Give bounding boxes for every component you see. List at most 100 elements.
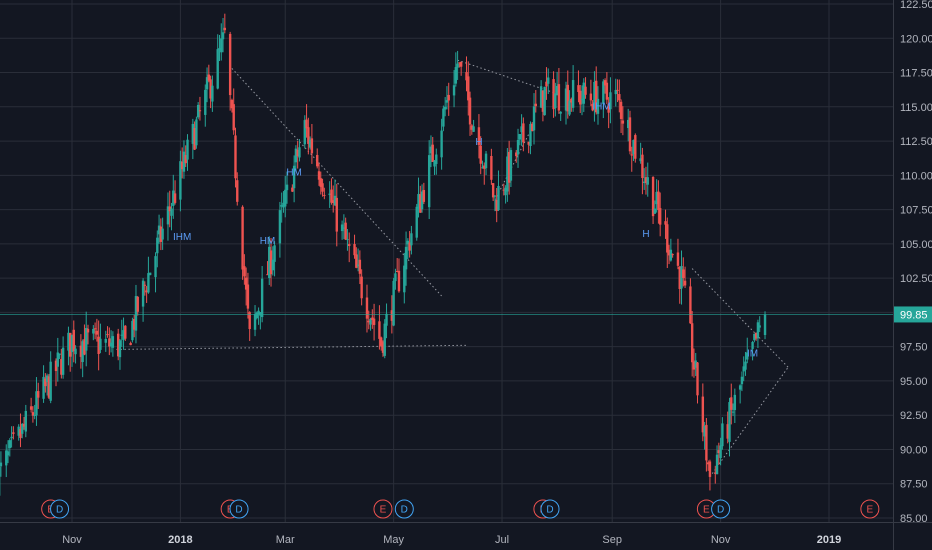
pattern-label: IM <box>747 348 758 359</box>
candle-body <box>241 206 244 270</box>
y-tick-label: 117.50 <box>900 68 932 80</box>
candle-body <box>195 119 198 146</box>
candle-body <box>534 103 537 107</box>
candle-body <box>385 313 388 326</box>
pattern-label: IHM <box>173 232 191 243</box>
candle-body <box>159 226 163 242</box>
candle-body <box>506 156 509 192</box>
candle-body <box>29 406 33 410</box>
candle-body <box>257 310 260 315</box>
candle-body <box>531 123 534 132</box>
candle-body <box>479 145 482 164</box>
candle-body <box>24 410 27 432</box>
event-circle <box>711 499 731 519</box>
candle-body <box>184 155 187 164</box>
candle-body <box>154 256 157 278</box>
pattern-label: H <box>475 137 482 148</box>
trendline <box>691 268 789 368</box>
candle-body <box>539 86 543 108</box>
y-tick-label: 87.50 <box>900 479 928 491</box>
candle-body <box>204 89 207 115</box>
earnings-event-marker: E <box>860 499 880 519</box>
candle-body <box>259 312 262 316</box>
candle-body <box>555 85 559 96</box>
candle-body <box>564 88 568 111</box>
candle-body <box>168 206 171 212</box>
candle-body <box>692 361 696 370</box>
candle-body <box>72 329 75 352</box>
candle-body <box>243 266 246 277</box>
candle-body <box>333 195 337 206</box>
candle-body <box>522 123 525 143</box>
candle-body <box>744 361 747 370</box>
candle-body <box>682 269 685 278</box>
candle-body <box>179 161 182 200</box>
candle-body <box>443 106 447 110</box>
candle-body <box>484 153 488 169</box>
candle-body <box>273 245 276 262</box>
pattern-label: HM <box>286 167 302 178</box>
candle-body <box>282 202 285 208</box>
event-markers: EDEDEDEDEDE <box>41 499 880 519</box>
candle-body <box>616 89 619 91</box>
candle-body <box>136 296 139 312</box>
pattern-label: H <box>642 229 649 240</box>
candle-body <box>124 325 127 339</box>
candle-body <box>47 376 51 398</box>
candle-body <box>753 333 756 341</box>
candle-body <box>221 32 225 40</box>
candle-body <box>0 462 3 467</box>
candle-body <box>117 333 120 357</box>
candle-body <box>618 94 621 101</box>
candle-body <box>348 244 351 246</box>
candle-body <box>182 151 186 172</box>
candle-body <box>198 110 202 112</box>
candle-body <box>395 271 399 273</box>
candle-body <box>161 228 164 240</box>
last-price-tag: 99.85 <box>0 306 932 323</box>
y-tick-label: 112.50 <box>900 136 932 148</box>
candle-body <box>211 85 214 102</box>
candle-body <box>708 461 712 477</box>
candle-body <box>634 135 637 159</box>
candle-body <box>328 193 331 196</box>
candle-body <box>545 81 548 87</box>
candle-body <box>619 101 623 119</box>
dividend-event-marker: D <box>50 499 70 519</box>
candle-body <box>92 328 95 334</box>
candle-body <box>532 106 536 131</box>
candle-body <box>728 402 731 442</box>
candle-body <box>21 423 24 434</box>
candle-body <box>147 273 150 293</box>
dividend-event-marker: D <box>711 499 731 519</box>
y-tick-label: 105.00 <box>900 239 932 251</box>
candle-body <box>719 445 722 458</box>
candle-body <box>232 104 235 131</box>
candle-body <box>427 155 431 208</box>
candle-body <box>31 412 35 416</box>
candle-body <box>228 33 232 96</box>
candle-body <box>291 187 294 192</box>
candle-body <box>22 423 26 427</box>
candle-body <box>317 171 321 180</box>
candle-body <box>305 119 308 129</box>
candle-body <box>621 120 625 124</box>
candle-body <box>504 187 507 196</box>
candle-body <box>85 327 88 351</box>
candle-body <box>642 181 646 184</box>
candle-body <box>191 123 195 144</box>
candle-body <box>246 284 250 309</box>
candle-body <box>733 394 737 411</box>
candle-body <box>472 126 475 132</box>
candle-body <box>207 74 211 81</box>
candle-body <box>284 189 287 207</box>
candle-body <box>644 177 648 183</box>
candle-body <box>495 199 498 211</box>
candle-body <box>99 338 102 350</box>
event-circle <box>229 499 249 519</box>
candle-body <box>97 336 100 354</box>
candle-body <box>266 274 269 276</box>
candle-body <box>655 191 658 205</box>
candle-body <box>319 178 322 187</box>
